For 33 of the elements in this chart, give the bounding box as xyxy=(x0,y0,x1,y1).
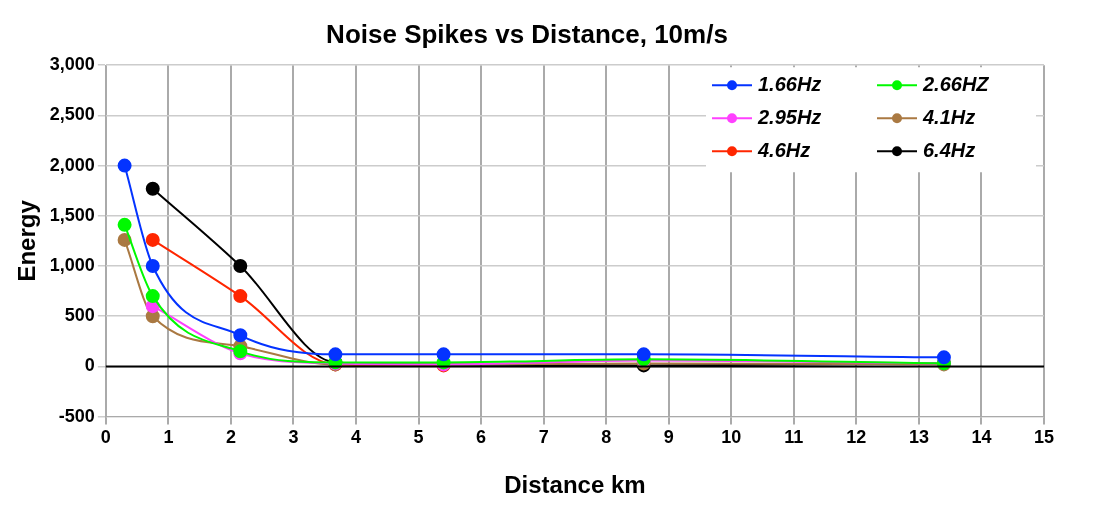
x-tick-label: 11 xyxy=(784,427,804,448)
x-tick-label: 3 xyxy=(288,427,299,448)
y-tick-label: 2,000 xyxy=(49,154,95,175)
y-axis-title: Energy xyxy=(13,199,41,282)
legend-label: 6.4Hz xyxy=(923,138,976,161)
legend-label: 4.6Hz xyxy=(757,138,811,161)
x-tick-label: 8 xyxy=(601,427,612,448)
y-tick-label: 1,500 xyxy=(49,204,95,225)
x-tick-label: 2 xyxy=(225,427,236,448)
x-tick-label: 0 xyxy=(100,427,111,448)
y-tick-label: 3,000 xyxy=(49,54,95,75)
x-axis-title: Distance km xyxy=(504,471,646,499)
legend-label: 2.66HZ xyxy=(922,72,990,95)
y-tick-label: 500 xyxy=(64,305,95,326)
x-tick-label: 6 xyxy=(476,427,487,448)
x-tick-label: 12 xyxy=(846,427,867,448)
legend-label: 1.66Hz xyxy=(758,72,822,95)
y-tick-label: 0 xyxy=(84,355,95,376)
x-tick-label: 5 xyxy=(413,427,424,448)
chart-title: Noise Spikes vs Distance, 10m/s xyxy=(326,18,728,49)
x-tick-label: 1 xyxy=(163,427,174,448)
y-tick-label: 1,000 xyxy=(49,254,95,275)
legend-label: 2.95Hz xyxy=(757,105,822,128)
y-tick-label: -500 xyxy=(58,405,95,426)
x-tick-label: 4 xyxy=(351,427,362,448)
x-tick-label: 9 xyxy=(663,427,674,448)
x-tick-label: 7 xyxy=(538,427,549,448)
x-tick-label: 10 xyxy=(721,427,742,448)
x-tick-label: 14 xyxy=(971,427,992,448)
x-tick-label: 13 xyxy=(908,427,929,448)
x-tick-label: 15 xyxy=(1033,427,1055,448)
legend-label: 4.1Hz xyxy=(922,105,976,128)
y-tick-label: 2,500 xyxy=(49,104,95,125)
